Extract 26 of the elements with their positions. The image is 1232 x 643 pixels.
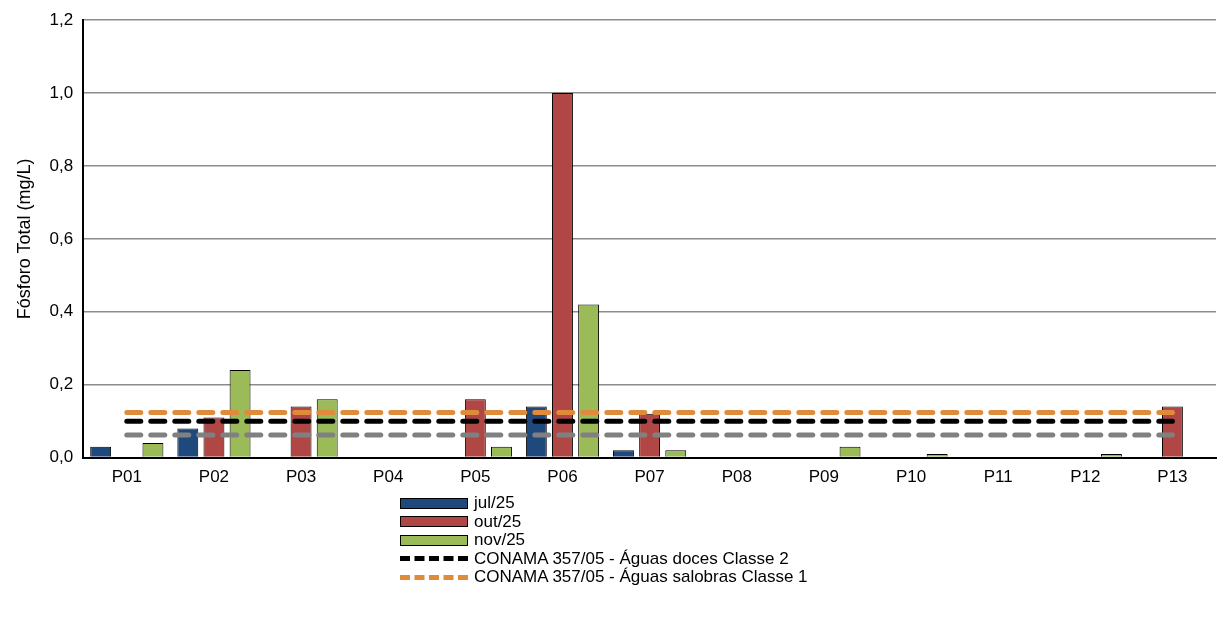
y-tick-label: 0,0 bbox=[49, 447, 74, 467]
legend-label: out/25 bbox=[474, 511, 522, 531]
y-tick-label: 0,2 bbox=[49, 374, 74, 394]
legend-label: CONAMA 357/05 - Águas salobras Classe 1 bbox=[474, 567, 808, 587]
y-axis-title: Fósforo Total (mg/L) bbox=[13, 158, 34, 320]
x-tick-label: P04 bbox=[373, 467, 404, 487]
y-tick-label: 0,6 bbox=[49, 228, 74, 248]
x-tick-label: P11 bbox=[983, 467, 1013, 487]
x-tick-label: P06 bbox=[547, 467, 578, 487]
y-tick-label: 0,4 bbox=[49, 301, 74, 321]
x-tick-label: P08 bbox=[721, 467, 752, 487]
x-tick-label: P10 bbox=[895, 467, 927, 487]
legend-label: jul/25 bbox=[474, 493, 515, 513]
x-tick-label: P07 bbox=[634, 467, 665, 487]
x-tick-label: P09 bbox=[808, 467, 840, 487]
x-tick-label: P03 bbox=[285, 467, 317, 487]
x-tick-label: P02 bbox=[198, 467, 230, 487]
legend-label: CONAMA 357/05 - Águas doces Classe 2 bbox=[474, 548, 789, 568]
y-tick-label: 1,0 bbox=[49, 82, 74, 102]
x-tick-label: P12 bbox=[1070, 467, 1101, 487]
legend-label: nov/25 bbox=[474, 530, 526, 550]
y-tick-label: 0,8 bbox=[49, 155, 74, 175]
x-tick-label: P13 bbox=[1157, 467, 1188, 487]
x-tick-label: P01 bbox=[111, 467, 142, 487]
y-tick-label: 1,2 bbox=[49, 9, 74, 29]
x-tick-label: P05 bbox=[460, 467, 491, 487]
